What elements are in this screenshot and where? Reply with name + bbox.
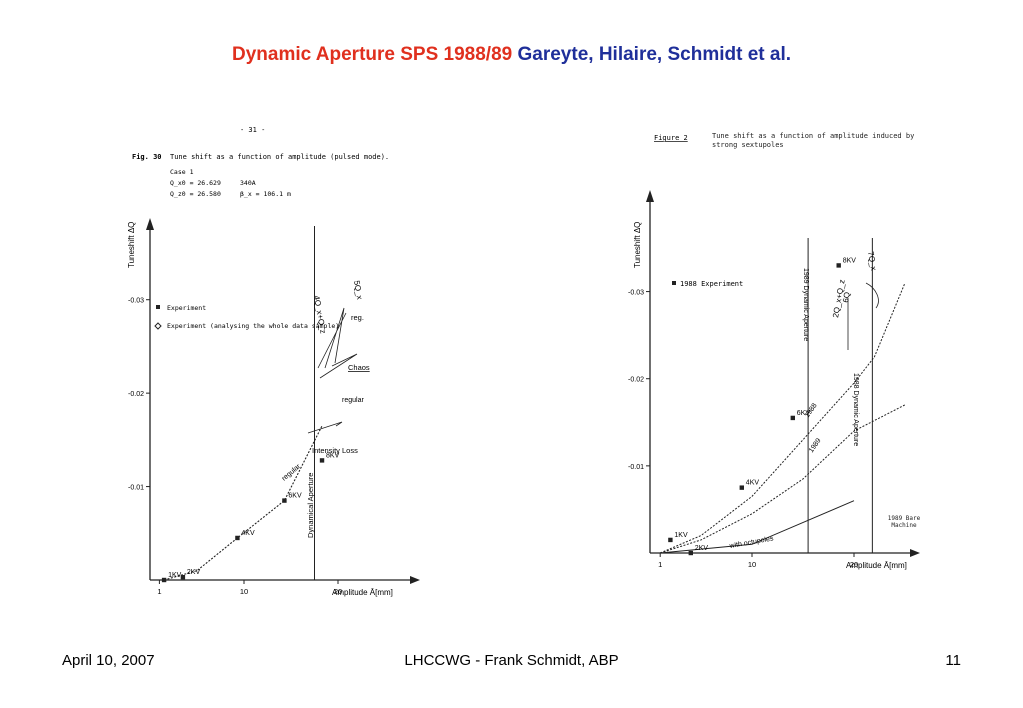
right-ytick-label: -0.01 [628, 464, 644, 471]
left-case: Case 1 [170, 168, 194, 176]
left-legend-square [156, 305, 160, 309]
left-param-beta: β_x = 106.1 m [240, 190, 291, 198]
right-legend-1: 1988 Experiment [680, 280, 743, 288]
title-main: Dynamic Aperture SPS 1988/89 [232, 44, 513, 65]
left-point [180, 574, 186, 580]
right-caption-box: Tune shift as a function of amplitude in… [712, 132, 915, 149]
left-anno-aperture: Dynamical Aperture [306, 473, 315, 538]
right-series-1988-label: 1988 [804, 402, 819, 419]
right-point [668, 537, 673, 543]
right-xtick-label: 1 [658, 560, 662, 569]
right-point [836, 263, 841, 268]
right-y-arrow [646, 190, 654, 202]
right-anno-1989-aperture: 1989 Dynamic Aperture [802, 268, 809, 341]
left-anno-chaos: Chaos [348, 363, 370, 372]
right-series-0 [660, 282, 906, 554]
left-figure: - 31 - Fig. 30 Tune shift as a function … [110, 118, 430, 618]
left-point-label: 1KV [168, 572, 182, 579]
right-xtick-label: 20 [850, 560, 858, 569]
left-page-number: - 31 - [240, 126, 265, 134]
left-ytick-label: -0.03 [128, 298, 144, 305]
left-caption-text: Tune shift as a function of amplitude (p… [170, 153, 389, 161]
left-ylabel: Tuneshift ΔQ [127, 222, 136, 268]
right-ylabel: Tuneshift ΔQ [633, 222, 642, 268]
right-anno-bare: 1989 Bare Machine [887, 515, 921, 529]
right-point-label: 6KV [797, 410, 811, 417]
left-xlabel: Amplitude Ā[mm] [332, 588, 393, 597]
left-anno-reg: reg. [351, 313, 364, 322]
right-caption-text: Tune shift as a function of amplitude in… [712, 132, 915, 149]
right-point [739, 485, 744, 490]
right-xlabel: Amplitude Ā[mm] [846, 561, 907, 570]
left-legend-1: Experiment [167, 304, 206, 312]
right-point [790, 415, 795, 421]
footer-center: LHCCWG - Frank Schmidt, ABP [404, 652, 619, 669]
left-param-qx: Q_x0 = 26.629 [170, 179, 221, 187]
left-y-arrow [146, 218, 154, 230]
left-anno-5qx: 5Q_x [352, 280, 364, 300]
left-legend-diamond [154, 322, 162, 330]
right-point-label: 2KV [695, 545, 709, 552]
left-param-current: 340A [240, 179, 256, 187]
title-authors: Gareyte, Hilaire, Schmidt et al. [517, 44, 792, 65]
left-point [282, 498, 287, 503]
left-point-label: 2KV [187, 569, 201, 576]
right-point [688, 550, 693, 556]
right-chart-svg: Figure 2 Tune shift as a function of amp… [628, 132, 921, 570]
right-series-1989-label: 1989 [808, 437, 823, 454]
right-point-label: 4KV [746, 480, 760, 487]
right-series-1 [660, 404, 906, 554]
left-anno-intensity: Intensity Loss [312, 446, 358, 455]
left-point [235, 535, 240, 541]
left-param-qz: Q_z0 = 26.580 [170, 190, 221, 198]
right-ytick-label: -0.03 [628, 290, 644, 297]
left-point-label: 4KV [241, 530, 255, 537]
left-caption-fig: Fig. 30 [132, 153, 162, 161]
right-caption-fig: Figure 2 [654, 134, 688, 142]
right-anno-octupoles: with octupoles [728, 535, 774, 550]
right-anno-6q: 6Q [841, 291, 852, 303]
right-ytick-label: -0.02 [628, 377, 644, 384]
right-bare-box: 1989 Bare Machine [887, 515, 921, 529]
left-point [319, 458, 325, 463]
left-point-label: 8KV [326, 452, 340, 459]
footer-date: April 10, 2007 [62, 652, 155, 669]
left-anno-regular-1: regular [281, 463, 303, 483]
left-anno-regular-2: regular [342, 397, 364, 404]
right-anno-7qx: 7Q_x [866, 251, 878, 271]
footer-page: 11 [945, 652, 961, 669]
left-fit-curve [163, 425, 323, 581]
left-anno-arrows [307, 307, 358, 434]
left-point [161, 577, 167, 583]
left-chart-svg: - 31 - Fig. 30 Tune shift as a function … [127, 126, 420, 597]
right-series-2 [660, 500, 855, 554]
left-point-label: 6KV [288, 493, 302, 500]
left-x-arrow [410, 576, 420, 584]
left-ytick-label: -0.02 [128, 391, 144, 398]
right-point-label: 1KV [674, 532, 688, 539]
right-point-label: 8KV [843, 257, 857, 264]
right-anno-arrows [847, 282, 879, 350]
left-xtick-label: 1 [157, 587, 161, 596]
slide-title: Dynamic Aperture SPS 1988/89 Gareyte, Hi… [0, 44, 1023, 66]
right-x-arrow [910, 549, 920, 557]
left-ytick-label: -0.01 [128, 485, 144, 492]
right-legend-square [672, 281, 676, 285]
left-xtick-label: 20 [334, 587, 342, 596]
right-figure: Figure 2 Tune shift as a function of amp… [620, 128, 938, 588]
right-xtick-label: 10 [748, 560, 756, 569]
left-legend-2: Experiment (analysing the whole data sam… [167, 322, 339, 330]
left-xtick-label: 10 [240, 587, 248, 596]
right-anno-1988-aperture: 1988 Dynamic Aperture [852, 373, 859, 446]
